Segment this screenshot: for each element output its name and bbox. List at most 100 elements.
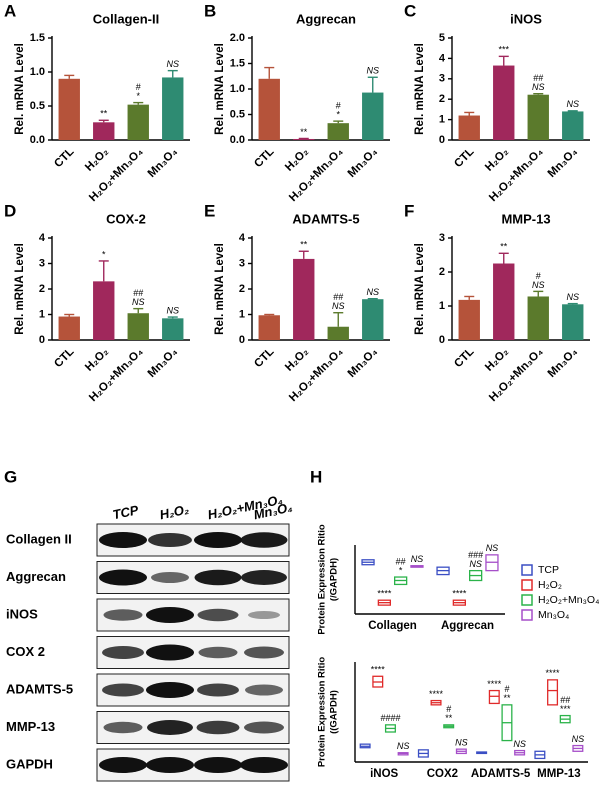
significance-label: NS (366, 287, 379, 297)
significance-label: NS (332, 301, 345, 311)
bar (93, 122, 115, 140)
significance-label: ## (133, 288, 143, 298)
significance-label: **** (487, 679, 502, 689)
x-tick-label: H₂O₂ (283, 346, 311, 374)
significance-label: *** (498, 45, 509, 55)
y-tick-label: 0 (439, 334, 445, 346)
significance-label: ## (396, 556, 406, 566)
x-tick-label: CTL (452, 146, 476, 170)
y-tick-label: 3 (439, 232, 445, 244)
bar (458, 115, 480, 140)
y-tick-label: 3 (239, 257, 245, 269)
bar (58, 316, 80, 340)
blot-band (194, 757, 242, 773)
legend-label: TCP (538, 564, 559, 576)
row-label: ADAMTS-5 (6, 681, 73, 696)
x-tick-label: CTL (252, 146, 276, 170)
y-tick-label: 1 (239, 308, 245, 320)
blot-band (248, 611, 280, 619)
y-tick-label: 2 (239, 283, 245, 295)
y-axis-label: ((GAPDH) (329, 690, 340, 734)
blot-band (197, 683, 239, 697)
significance-label: # (504, 684, 509, 694)
significance-label: * (136, 91, 140, 101)
x-tick-label: CTL (52, 346, 76, 370)
significance-label: ** (445, 713, 453, 723)
x-tick-label: Aggrecan (441, 620, 494, 632)
chart-title: COX-2 (106, 211, 146, 226)
significance-label: **** (546, 668, 561, 678)
significance-label: ## (333, 292, 343, 302)
blot-band (99, 532, 147, 548)
bar (527, 94, 549, 140)
y-tick-label: 1.0 (230, 83, 245, 95)
bar (493, 65, 515, 140)
bar (127, 104, 149, 140)
y-tick-label: 1 (39, 308, 45, 320)
significance-label: NS (469, 559, 482, 569)
row-label: COX 2 (6, 644, 45, 659)
significance-label: NS (532, 82, 545, 92)
bar (293, 258, 315, 340)
y-axis-label: (/GAPDH) (329, 558, 340, 601)
panel-letter: H (310, 467, 322, 486)
significance-label: NS (513, 739, 526, 749)
significance-label: *** (560, 704, 571, 714)
bar (258, 78, 280, 140)
blot-band (240, 532, 288, 548)
blot-band (147, 720, 193, 735)
x-tick-label: Mn₃O₄ (346, 146, 380, 180)
significance-label: NS (397, 741, 410, 751)
y-tick-label: 4 (439, 52, 446, 64)
column-label: H₂O₂ (158, 502, 190, 523)
panel-letter: A (4, 1, 16, 20)
y-tick-label: 4 (39, 232, 46, 244)
y-tick-label: 4 (239, 232, 246, 244)
y-axis-label: Rel. mRNA Level (214, 243, 226, 335)
significance-label: **** (452, 589, 467, 599)
bar (58, 78, 80, 140)
x-tick-label: Collagen (368, 620, 417, 632)
legend-swatch (521, 609, 533, 621)
significance-label: NS (455, 738, 468, 748)
x-tick-label: CTL (252, 346, 276, 370)
y-tick-label: 1.5 (230, 57, 245, 69)
significance-label: NS (366, 66, 379, 76)
bar (162, 318, 184, 340)
blot-band (103, 609, 143, 621)
y-tick-label: 2 (39, 283, 45, 295)
significance-label: # (336, 101, 341, 111)
panel-letter: F (404, 201, 414, 220)
blot-band (194, 569, 242, 586)
box (547, 679, 559, 706)
y-tick-label: 3 (439, 73, 445, 85)
y-tick-label: 2 (439, 93, 445, 105)
significance-label: NS (532, 280, 545, 290)
bar (362, 92, 384, 140)
legend-swatch (521, 579, 533, 591)
row-label: MMP-13 (6, 719, 55, 734)
x-tick-label: COX2 (427, 768, 458, 780)
bar (93, 281, 115, 340)
significance-label: NS (132, 297, 145, 307)
y-tick-label: 0 (439, 134, 445, 146)
significance-label: **** (377, 589, 392, 599)
y-axis-label: Rel. mRNA Level (414, 43, 426, 135)
significance-label: # (136, 82, 141, 92)
y-tick-label: 0.0 (230, 134, 245, 146)
bar (458, 299, 480, 340)
blot-band (245, 684, 283, 696)
y-axis-label: Rel. mRNA Level (414, 243, 426, 335)
blot-band (103, 721, 143, 734)
x-tick-label: H₂O₂ (483, 146, 511, 174)
y-tick-label: 0.5 (230, 108, 245, 120)
x-tick-label: Mn₃O₄ (346, 346, 380, 380)
panel-letter: D (4, 201, 16, 220)
blot-band (194, 532, 242, 548)
x-tick-label: iNOS (370, 768, 398, 780)
y-tick-label: 0.0 (30, 134, 45, 146)
bar (562, 111, 584, 140)
significance-label: # (536, 271, 541, 281)
blot-band (198, 646, 238, 659)
